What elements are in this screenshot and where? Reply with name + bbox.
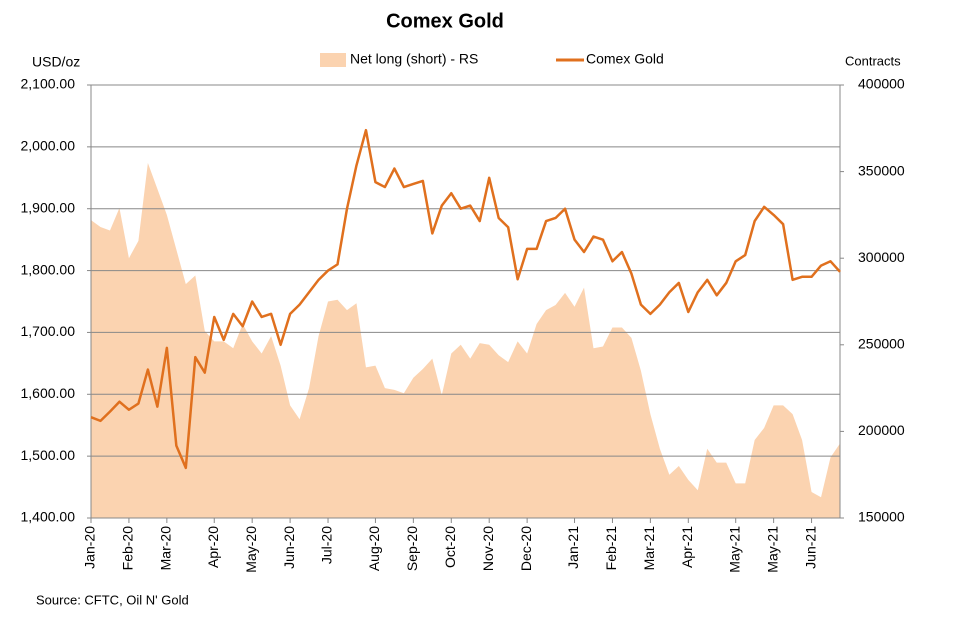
x-tick-label: Nov-20 xyxy=(480,526,496,571)
area xyxy=(91,162,840,518)
x-tick-label: Jun-20 xyxy=(281,526,297,569)
y-tick-label: 2,000.00 xyxy=(21,138,76,154)
y-tick-label: 1,700.00 xyxy=(21,323,76,339)
x-tick-label: Dec-20 xyxy=(518,526,534,571)
y2-tick-label: 200000 xyxy=(858,422,905,438)
chart-title: Comex Gold xyxy=(386,10,504,32)
y2-tick-label: 350000 xyxy=(858,162,905,178)
x-tick-label: Apr-20 xyxy=(205,526,221,568)
x-tick-label: Mar-21 xyxy=(641,526,657,571)
line xyxy=(90,128,841,470)
legend-swatch xyxy=(320,53,346,67)
x-tick-label: May-21 xyxy=(764,526,780,573)
x-tick-label: Jun-21 xyxy=(802,526,818,569)
legend-label: Net long (short) - RS xyxy=(350,51,478,67)
x-tick-label: Jan-21 xyxy=(565,526,581,569)
y-axis-label: USD/oz xyxy=(32,54,80,70)
x-tick-label: Oct-20 xyxy=(442,526,458,568)
y-tick-label: 1,600.00 xyxy=(21,385,76,401)
x-tick-label: May-21 xyxy=(726,526,742,573)
y2-axis-label: Contracts xyxy=(845,53,901,68)
x-tick-label: Feb-21 xyxy=(603,526,619,571)
x-tick-label: Feb-20 xyxy=(120,526,136,571)
legend-label: Comex Gold xyxy=(586,51,664,67)
y-tick-label: 1,400.00 xyxy=(21,509,76,525)
y-tick-label: 2,100.00 xyxy=(21,76,76,92)
source: Source: CFTC, Oil N' Gold xyxy=(36,592,189,607)
x-tick-label: Mar-20 xyxy=(158,526,174,571)
x-tick-label: Apr-21 xyxy=(679,526,695,568)
x-tick-label: Jul-20 xyxy=(319,526,335,564)
x-tick-label: Aug-20 xyxy=(366,526,382,571)
x-tick-label: Sep-20 xyxy=(404,526,420,571)
y2-tick-label: 300000 xyxy=(858,249,905,265)
x-tick-label: May-20 xyxy=(243,526,259,573)
y-tick-label: 1,800.00 xyxy=(21,261,76,277)
y2-tick-label: 400000 xyxy=(858,76,905,92)
x-tick-label: Jan-20 xyxy=(82,526,98,569)
y2-tick-label: 150000 xyxy=(858,509,905,525)
y2-tick-label: 250000 xyxy=(858,336,905,352)
y-tick-label: 1,900.00 xyxy=(21,199,76,215)
y-tick-label: 1,500.00 xyxy=(21,447,76,463)
